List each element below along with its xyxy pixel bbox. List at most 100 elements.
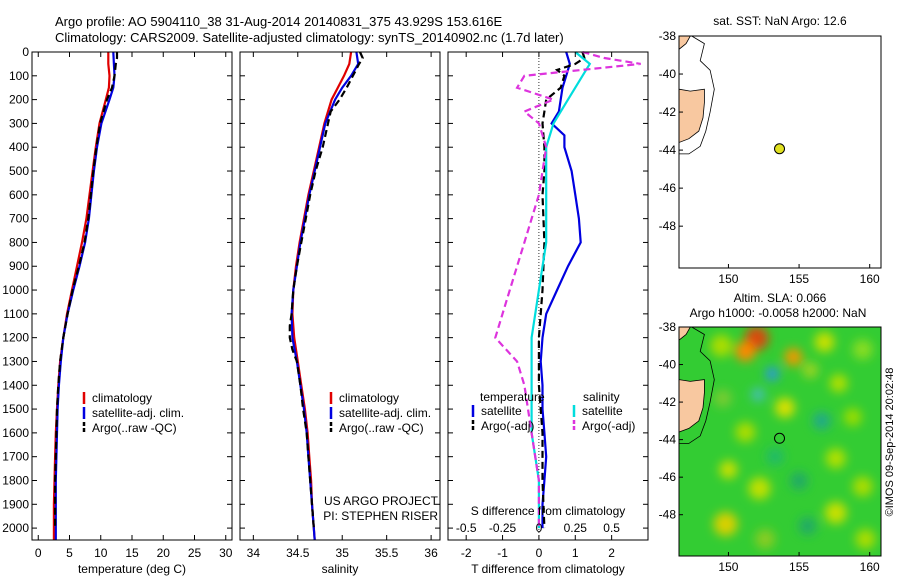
top-axis-label: S difference from climatology [471,504,626,518]
y-tick-label: -46 [659,470,677,484]
legend-title-salinity: salinity [583,390,620,404]
y-tick-label: -48 [659,508,677,522]
y-tick-label: 800 [9,235,29,249]
sla-anomaly [751,387,766,402]
top-tick-label: 0.25 [564,521,588,535]
sla-anomaly [825,448,846,469]
sla-anomaly [814,332,835,353]
y-tick-label: -42 [659,395,677,409]
y-tick-label: 1900 [2,497,29,511]
map-content [679,327,881,556]
tasmania-land [679,379,705,433]
sla-anomaly [812,411,831,430]
y-tick-label: 1400 [2,378,29,392]
top-tick-label: -0.5 [456,521,477,535]
sla-field [710,327,876,550]
salinity-panel: 34 34.5 35 35.5 36 salinity climatologysatelli… [239,51,441,576]
top-tick-label: 0 [536,521,543,535]
series-line-satellite-adj-clim- [290,51,360,541]
x-tick-label: 1 [572,546,579,560]
series-line-argo-raw-qc- [53,52,119,529]
legend-label: Argo(..raw -QC) [92,421,177,435]
y-tick-label: -40 [659,358,677,372]
legend-label: Argo(..raw -QC) [339,421,424,435]
sla-anomaly [774,397,795,418]
sla-anomaly [790,471,809,490]
map-frame [678,35,882,269]
sla-background [679,327,881,556]
x-tick-label: 2 [608,546,615,560]
shelf-contour [679,36,715,155]
y-tick-label: -44 [659,433,677,447]
sla-anomaly [719,460,738,479]
y-tick-label: 1600 [2,426,29,440]
legend-label: climatology [339,391,399,405]
sla-anomaly [713,512,738,537]
sla-anomaly [784,348,803,367]
y-tick-label: 0 [22,45,29,59]
legend-label: satellite [582,404,623,418]
sla-anomaly [710,334,733,357]
mainland-land [679,327,691,341]
x-tick-label: -2 [461,546,472,560]
annotation-text: PI: STEPHEN RISER [323,509,438,523]
x-tick-label: 36 [424,546,438,560]
y-tick-label: 1800 [2,473,29,487]
series-line-satellite [539,51,582,529]
y-tick-label: 200 [9,93,29,107]
x-tick-label: -1 [497,546,508,560]
series-line-argo-raw-qc- [288,51,364,529]
sla-anomaly [765,366,780,381]
annotation-text: US ARGO PROJECT [324,494,439,508]
y-tick-label: 400 [9,140,29,154]
x-tick-label: 155 [789,272,809,286]
y-tick-label: -38 [659,320,677,334]
x-tick-label: 160 [860,560,880,574]
y-tick-label: 600 [9,188,29,202]
y-tick-label: 300 [9,116,29,130]
sla-anomaly [855,529,876,550]
series-line-climatology [52,52,111,540]
argo-float-marker [774,432,786,444]
y-tick-label: 1300 [2,354,29,368]
sla-map-title-line2: Argo h1000: -0.0058 h2000: NaN [690,306,867,320]
temperature-panel: 0 5 10 15 20 25 300100200300400500600700800900… [2,45,232,576]
series-line-argo-adj- [537,51,586,529]
mainland-land [679,36,691,50]
y-tick-label: 100 [9,69,29,83]
series-line-satellite [530,51,592,529]
x-tick-label: 0 [536,546,543,560]
x-tick-label: 25 [188,546,202,560]
sla-anomaly [735,341,756,362]
sla-anomaly [766,447,785,466]
x-tick-label: 150 [718,272,738,286]
legend-label: satellite [481,404,522,418]
series-line-argo-adj- [494,50,641,529]
sla-anomaly [713,389,732,408]
sla-anomaly [843,408,862,427]
sla-anomaly [824,501,847,524]
y-tick-label: 1100 [3,307,29,321]
legend-label: satellite-adj. clim. [92,406,184,420]
y-tick-label: -46 [659,181,677,195]
y-tick-label: 1500 [2,402,29,416]
figure-title-line2: Climatology: CARS2009. Satellite-adjuste… [55,30,564,45]
sla-anomaly [748,477,771,500]
sla-anomaly [802,362,819,379]
map-content [679,36,881,268]
sla-anomaly [852,339,873,360]
y-tick-label: -38 [659,29,677,43]
x-tick-label: 150 [718,560,738,574]
x-tick-label: 34.5 [286,546,310,560]
copyright-side-label: ©IMOS 09-Sep-2014 20:02:48 [884,368,896,517]
y-tick-label: -48 [659,219,677,233]
x-axis-label: salinity [322,562,359,576]
x-tick-label: 30 [219,546,233,560]
legend-label: Argo(-adj) [481,419,534,433]
plot-frame [239,51,441,541]
y-tick-label: 700 [9,212,29,226]
x-axis-label: temperature (deg C) [78,562,186,576]
shelf-contour [679,327,715,444]
top-tick-label: 0.5 [603,521,620,535]
argo-float-marker [774,143,786,155]
